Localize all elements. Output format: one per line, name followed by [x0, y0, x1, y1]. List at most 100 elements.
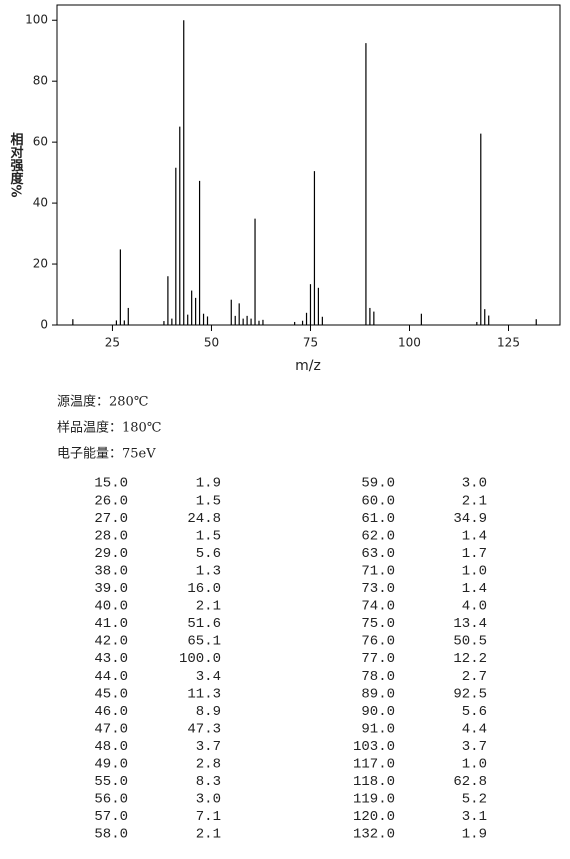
intensity-cell: 2.7 [462, 669, 487, 685]
intensity-cell: 8.3 [196, 774, 221, 790]
mz-cell: 45.0 [94, 686, 128, 702]
intensity-cell: 1.5 [196, 528, 221, 544]
mz-cell: 62.0 [361, 528, 395, 544]
mz-cell: 49.0 [94, 757, 128, 773]
intensity-cell: 1.0 [462, 757, 487, 773]
intensity-cell: 11.3 [187, 686, 221, 702]
mz-cell: 44.0 [94, 669, 128, 685]
x-tick-label: 100 [398, 336, 421, 350]
intensity-cell: 4.4 [462, 721, 487, 737]
intensity-cell: 50.5 [453, 634, 487, 650]
intensity-cell: 3.1 [462, 809, 487, 825]
y-tick-label: 40 [33, 196, 48, 210]
mz-cell: 90.0 [361, 704, 395, 720]
mz-cell: 73.0 [361, 581, 395, 597]
mz-cell: 71.0 [361, 563, 395, 579]
plot-frame [56, 4, 561, 326]
intensity-cell: 47.3 [187, 721, 221, 737]
mz-cell: 77.0 [361, 651, 395, 667]
mz-cell: 40.0 [94, 599, 128, 615]
mz-cell: 47.0 [94, 721, 128, 737]
intensity-cell: 2.1 [462, 493, 487, 509]
intensity-cell: 3.7 [196, 739, 221, 755]
intensity-cell: 1.7 [462, 546, 487, 562]
mz-cell: 57.0 [94, 809, 128, 825]
intensity-cell: 2.8 [196, 757, 221, 773]
mz-cell: 46.0 [94, 704, 128, 720]
y-axis-label: 相对强度% [8, 132, 24, 198]
intensity-cell: 12.2 [453, 651, 487, 667]
intensity-cell: 92.5 [453, 686, 487, 702]
mz-cell: 56.0 [94, 792, 128, 808]
intensity-cell: 1.0 [462, 563, 487, 579]
intensity-cell: 4.0 [462, 599, 487, 615]
intensity-cell: 5.6 [462, 704, 487, 720]
mz-cell: 28.0 [94, 528, 128, 544]
mz-cell: 103.0 [353, 739, 395, 755]
mz-cell: 15.0 [94, 476, 128, 492]
mz-cell: 43.0 [94, 651, 128, 667]
intensity-cell: 3.0 [196, 792, 221, 808]
y-tick-label: 20 [33, 257, 48, 271]
condition: 样品温度：180℃ [57, 420, 161, 436]
mz-cell: 91.0 [361, 721, 395, 737]
condition: 源温度：280℃ [57, 394, 148, 410]
intensity-cell: 13.4 [453, 616, 487, 632]
intensity-cell: 5.6 [196, 546, 221, 562]
intensity-cell: 7.1 [196, 809, 221, 825]
x-tick-label: 50 [204, 336, 219, 350]
intensity-cell: 51.6 [187, 616, 221, 632]
mz-cell: 78.0 [361, 669, 395, 685]
intensity-cell: 100.0 [179, 651, 221, 667]
intensity-cell: 2.1 [196, 827, 221, 843]
intensity-cell: 65.1 [187, 634, 221, 650]
x-tick-label: 125 [497, 336, 520, 350]
mz-cell: 48.0 [94, 739, 128, 755]
mz-cell: 26.0 [94, 493, 128, 509]
mz-cell: 89.0 [361, 686, 395, 702]
intensity-cell: 24.8 [187, 511, 221, 527]
intensity-cell: 1.4 [462, 581, 487, 597]
mz-cell: 117.0 [353, 757, 395, 773]
mz-cell: 76.0 [361, 634, 395, 650]
mz-cell: 58.0 [94, 827, 128, 843]
mz-cell: 29.0 [94, 546, 128, 562]
mz-cell: 63.0 [361, 546, 395, 562]
mz-cell: 42.0 [94, 634, 128, 650]
x-axis-label: m/z [295, 358, 321, 374]
mz-cell: 61.0 [361, 511, 395, 527]
mz-cell: 75.0 [361, 616, 395, 632]
intensity-cell: 1.9 [196, 476, 221, 492]
intensity-cell: 62.8 [453, 774, 487, 790]
y-tick-label: 80 [33, 74, 48, 88]
mz-cell: 39.0 [94, 581, 128, 597]
intensity-cell: 2.1 [196, 599, 221, 615]
intensity-cell: 16.0 [187, 581, 221, 597]
condition: 电子能量：75eV [57, 447, 156, 462]
y-tick-label: 60 [33, 135, 48, 149]
mz-cell: 59.0 [361, 476, 395, 492]
x-tick-label: 25 [105, 336, 120, 350]
intensity-cell: 5.2 [462, 792, 487, 808]
mz-cell: 60.0 [361, 493, 395, 509]
mz-cell: 74.0 [361, 599, 395, 615]
x-tick-label: 75 [303, 336, 318, 350]
y-tick-label: 100 [25, 13, 48, 27]
mz-cell: 132.0 [353, 827, 395, 843]
intensity-cell: 1.9 [462, 827, 487, 843]
mz-cell: 119.0 [353, 792, 395, 808]
intensity-cell: 3.4 [196, 669, 221, 685]
intensity-cell: 34.9 [453, 511, 487, 527]
intensity-cell: 3.7 [462, 739, 487, 755]
mz-cell: 55.0 [94, 774, 128, 790]
intensity-cell: 8.9 [196, 704, 221, 720]
mz-cell: 118.0 [353, 774, 395, 790]
mz-cell: 120.0 [353, 809, 395, 825]
y-tick-label: 0 [40, 318, 48, 332]
mz-cell: 27.0 [94, 511, 128, 527]
intensity-cell: 3.0 [462, 476, 487, 492]
mz-cell: 38.0 [94, 563, 128, 579]
intensity-cell: 1.4 [462, 528, 487, 544]
mz-cell: 41.0 [94, 616, 128, 632]
